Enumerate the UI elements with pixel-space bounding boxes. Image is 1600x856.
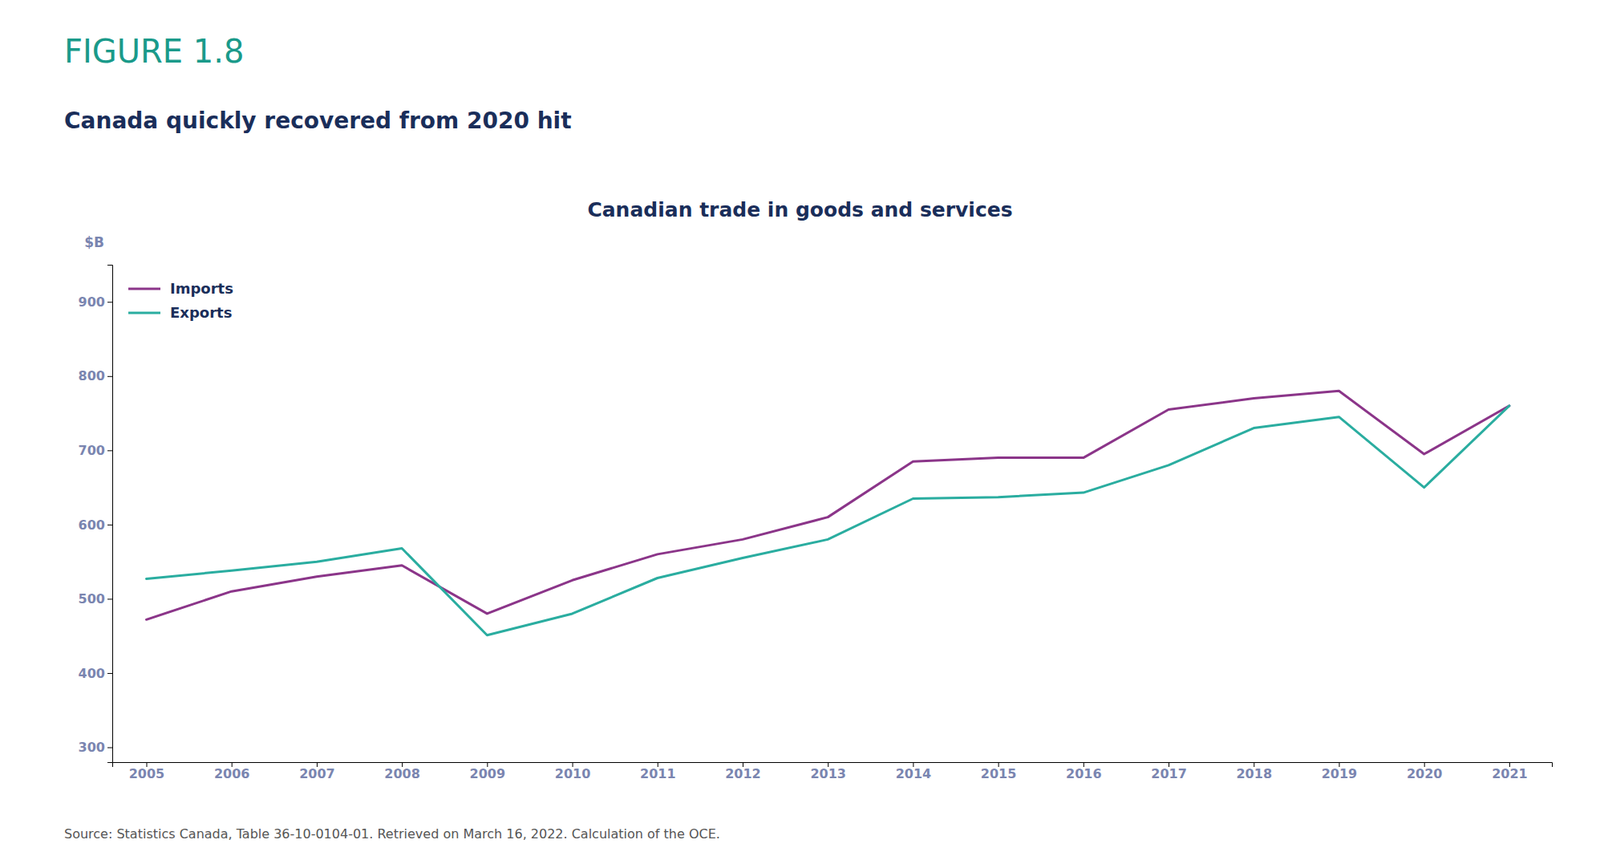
- tick-label: 700: [78, 442, 106, 458]
- tick-label: 2008: [384, 765, 421, 782]
- chart: FIGURE 1.8 Canada quickly recovered from …: [0, 0, 1600, 856]
- tick-label: 2012: [725, 765, 762, 782]
- tick: 500: [78, 591, 113, 607]
- tick: 2014: [895, 761, 932, 782]
- tick-mark: [107, 672, 113, 674]
- tick: 400: [78, 665, 113, 681]
- tick-label: 2013: [810, 765, 847, 782]
- tick: 2013: [810, 761, 847, 782]
- tick: 2009: [469, 761, 507, 782]
- legend-item: Exports: [128, 303, 232, 321]
- y-axis-line: [107, 265, 114, 763]
- tick-mark: [107, 598, 113, 600]
- tick-label: 2005: [129, 765, 166, 782]
- y-axis-label: $B: [84, 234, 105, 251]
- tick-label: 300: [78, 739, 106, 755]
- tick-mark: [107, 449, 113, 451]
- tick: 2016: [1065, 761, 1102, 782]
- tick: 2019: [1321, 761, 1358, 782]
- background: [0, 0, 1600, 856]
- tick-label: 2021: [1491, 765, 1528, 782]
- legend-swatch: [128, 287, 161, 291]
- tick-label: 2015: [980, 765, 1017, 782]
- tick: 2012: [725, 761, 762, 782]
- tick-mark: [107, 301, 113, 303]
- tick: 2010: [554, 761, 592, 782]
- tick: 2011: [640, 761, 677, 782]
- tick-label: 2009: [469, 765, 507, 782]
- tick-label: 2020: [1406, 765, 1443, 782]
- tick: 300: [78, 739, 113, 755]
- tick: 2020: [1406, 761, 1443, 782]
- legend-label: Imports: [170, 279, 234, 297]
- x-axis: 2005 2006 2007 2008 2009 2010 2011 2012 2013 2014…: [113, 761, 1553, 782]
- chart-title: Canadian trade in goods and services: [587, 198, 1013, 222]
- tick: 2015: [980, 761, 1017, 782]
- tick-label: 2010: [554, 765, 592, 782]
- figure-label: FIGURE 1.8: [64, 32, 244, 70]
- tick-label: 2017: [1150, 765, 1187, 782]
- tick-mark: [107, 376, 113, 377]
- tick: 2007: [299, 761, 336, 782]
- tick-label: 2007: [299, 765, 336, 782]
- tick: 2017: [1150, 761, 1187, 782]
- tick: 900: [78, 294, 113, 310]
- tick: 600: [78, 517, 113, 533]
- tick-label: 400: [78, 665, 106, 681]
- tick-label: 500: [78, 591, 106, 607]
- tick-label: 2014: [895, 765, 932, 782]
- source-note: Source: Statistics Canada, Table 36-10-0…: [64, 826, 721, 842]
- tick: 2018: [1235, 761, 1272, 782]
- tick: 2008: [384, 761, 421, 782]
- y-axis: 300 400 500 600 700 800 900: [78, 265, 114, 763]
- tick-label: 2011: [640, 765, 677, 782]
- tick-label: 2018: [1235, 765, 1272, 782]
- tick: 2021: [1491, 761, 1528, 782]
- legend-item: Imports: [128, 279, 234, 297]
- tick: 700: [78, 442, 113, 458]
- tick: 800: [78, 368, 113, 384]
- tick-label: 2019: [1321, 765, 1358, 782]
- legend: Imports Exports: [128, 279, 234, 321]
- subtitle: Canada quickly recovered from 2020 hit: [64, 107, 572, 134]
- series-line: [145, 405, 1509, 636]
- tick-mark: [107, 746, 113, 748]
- tick: 2005: [129, 761, 166, 782]
- legend-swatch: [128, 311, 161, 315]
- tick: 2006: [214, 761, 251, 782]
- tick-label: 800: [78, 368, 106, 384]
- tick-label: 900: [78, 294, 106, 310]
- tick-label: 600: [78, 517, 106, 533]
- tick-label: 2006: [214, 765, 251, 782]
- series-line: [145, 390, 1509, 620]
- lines: [145, 390, 1509, 635]
- legend-label: Exports: [170, 303, 232, 321]
- tick-label: 2016: [1065, 765, 1102, 782]
- tick-mark: [107, 524, 113, 526]
